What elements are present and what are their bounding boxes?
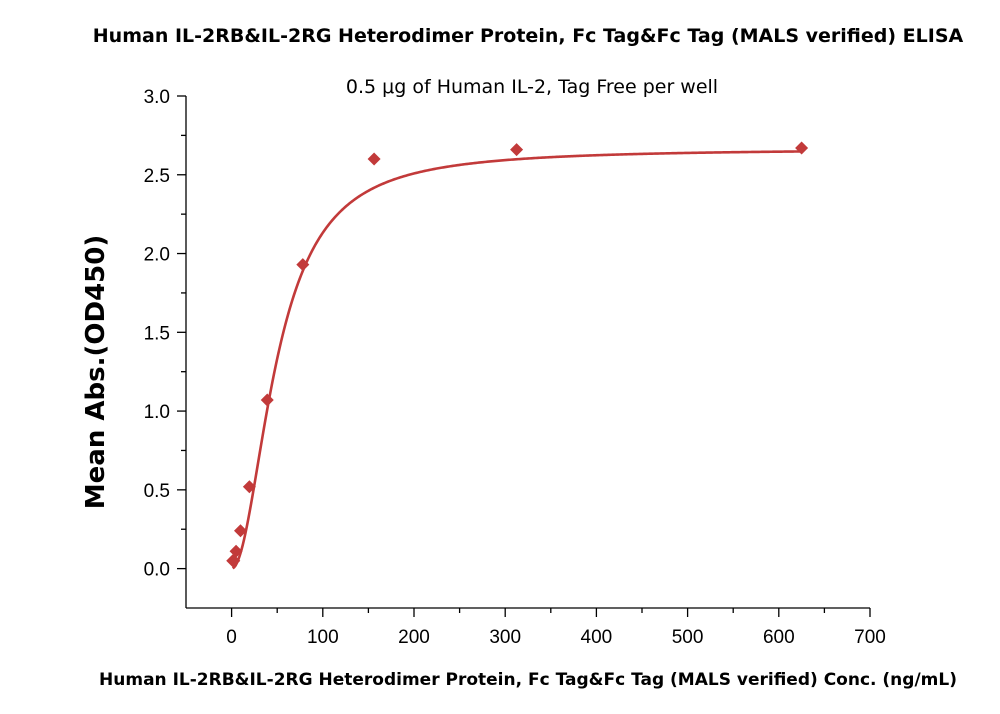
y-tick-label: 1.5 (144, 323, 170, 344)
data-point (242, 480, 256, 494)
data-point (795, 141, 809, 155)
data-point (260, 393, 274, 407)
y-tick-label: 0.5 (144, 481, 170, 502)
x-tick-label: 500 (672, 627, 704, 648)
y-axis-label: Mean Abs.(OD450) (81, 235, 111, 509)
x-tick-label: 700 (854, 627, 886, 648)
data-point (510, 143, 524, 157)
x-tick-label: 200 (398, 627, 430, 648)
axes (185, 96, 870, 609)
chart-title: Human IL-2RB&IL-2RG Heterodimer Protein,… (93, 25, 964, 47)
x-tick-label: 400 (581, 627, 613, 648)
x-tick-label: 0 (226, 627, 237, 648)
x-axis-label: Human IL-2RB&IL-2RG Heterodimer Protein,… (99, 670, 957, 690)
y-tick-label: 2.0 (144, 245, 170, 266)
x-tick-label: 300 (489, 627, 521, 648)
x-tick-label: 600 (763, 627, 795, 648)
data-point (234, 524, 248, 538)
fit-curve (231, 150, 802, 570)
y-ticks: 0.0 0.5 1.0 1.5 2.0 2.5 3.0 (144, 87, 186, 581)
y-tick-label: 2.5 (144, 166, 170, 187)
y-tick-label: 3.0 (144, 87, 170, 108)
chart-subtitle: 0.5 μg of Human IL-2, Tag Free per well (346, 76, 718, 98)
data-point (367, 152, 381, 166)
x-ticks: 0 100 200 300 400 500 600 700 (226, 608, 886, 648)
data-point (296, 258, 310, 272)
data-point (229, 544, 243, 558)
y-tick-label: 0.0 (144, 560, 170, 581)
data-markers (226, 141, 809, 568)
y-tick-label: 1.0 (144, 402, 170, 423)
x-tick-label: 100 (307, 627, 339, 648)
data-point (227, 554, 241, 568)
